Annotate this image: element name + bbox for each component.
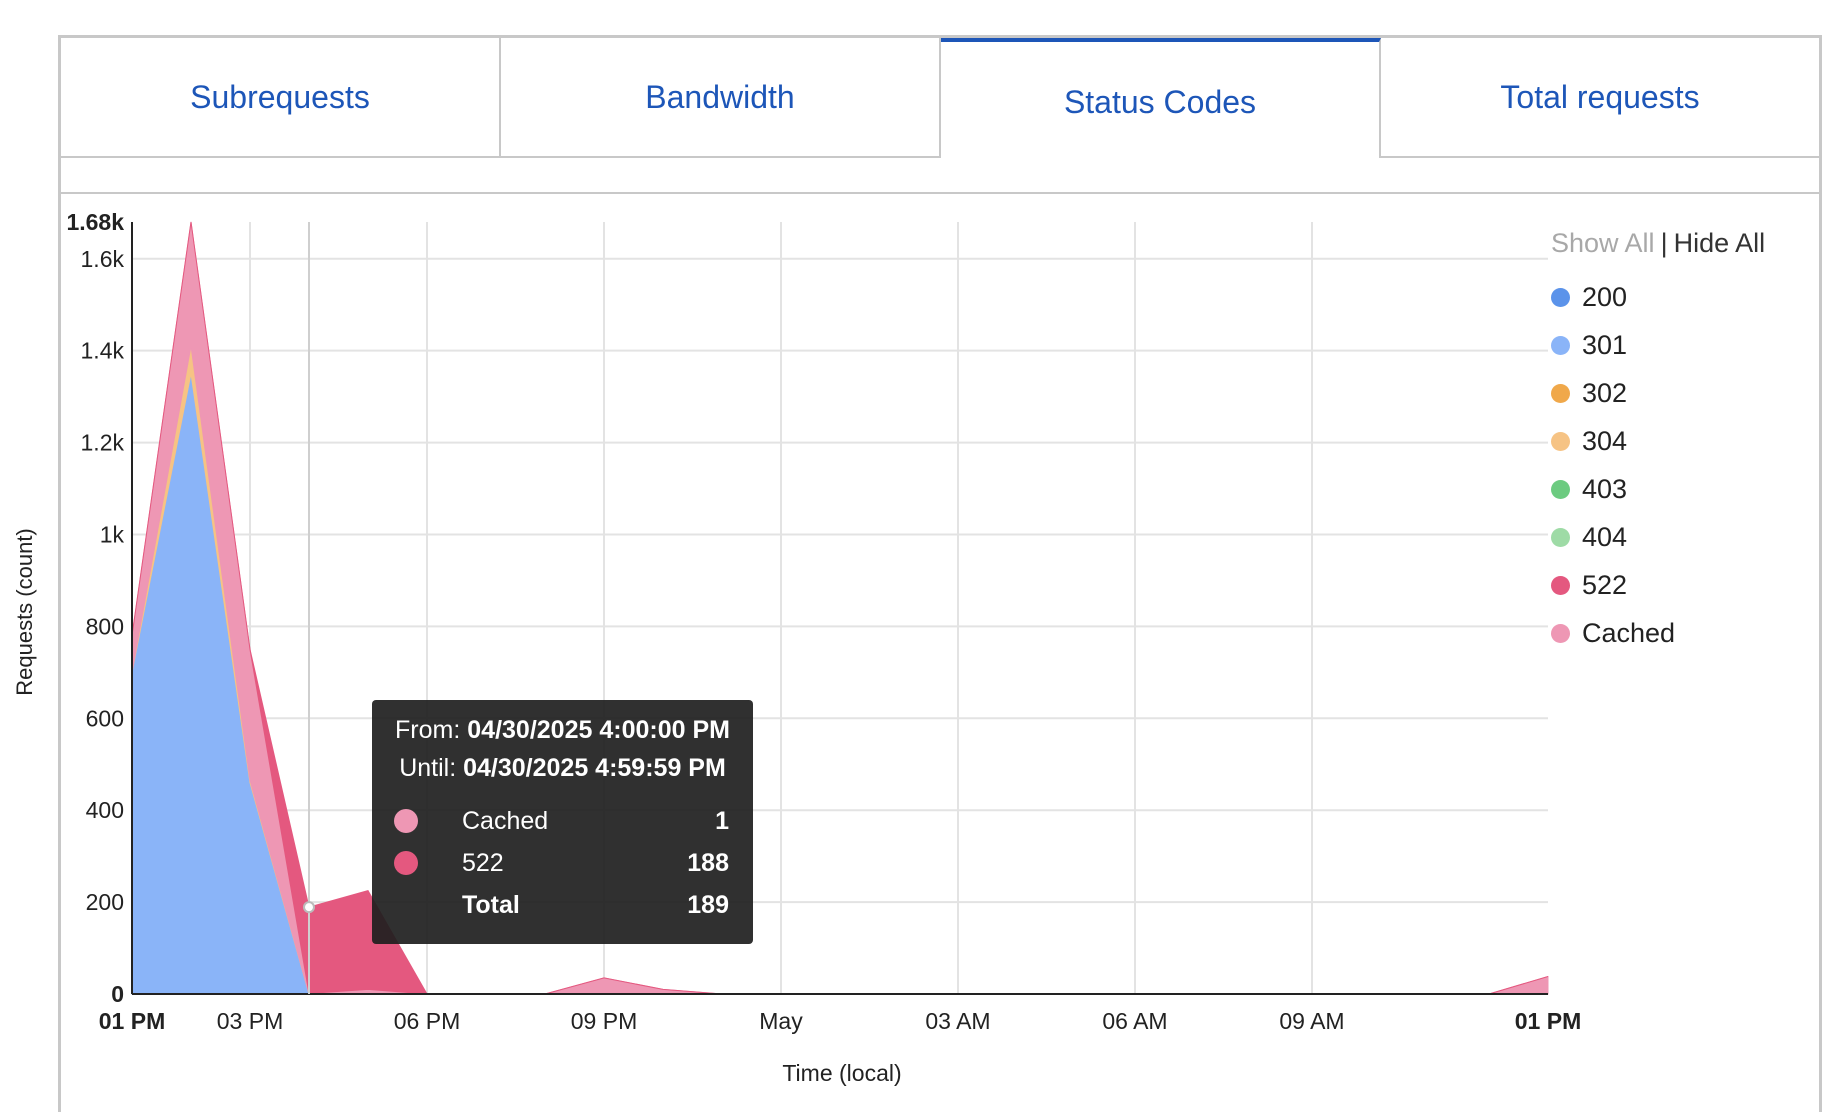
legend-dot-icon <box>1551 335 1570 355</box>
legend-item-403[interactable]: 403 <box>1551 465 1765 513</box>
y-tick-labels: 0 200 400 600 800 1k 1.2k 1.4k 1.6k 1.68k <box>66 209 124 1007</box>
chart-grid <box>132 222 1548 994</box>
legend-dot-icon <box>1551 431 1570 451</box>
tooltip-row-value: 188 <box>687 848 729 877</box>
x-axis-label: Time (local) <box>782 1060 902 1086</box>
legend-dot-icon <box>1551 383 1570 403</box>
legend-label: 301 <box>1582 329 1628 360</box>
tooltip-dot-icon <box>394 809 418 833</box>
tab-bandwidth[interactable]: Bandwidth <box>501 38 941 158</box>
legend-dot-icon <box>1551 575 1570 595</box>
legend-label: 200 <box>1582 281 1628 312</box>
tooltip-dot-icon <box>394 851 418 875</box>
legend-item-304[interactable]: 304 <box>1551 417 1765 465</box>
y-tick-label: 1.2k <box>81 430 125 456</box>
legend-label: 302 <box>1582 377 1628 408</box>
x-tick-label: 03 PM <box>217 1008 283 1034</box>
tab-total-requests[interactable]: Total requests <box>1381 38 1819 158</box>
area-series-cached <box>131 221 1549 995</box>
chart-legend: Show All | Hide All 200 301 302 304 403 40… <box>1551 228 1765 657</box>
y-max-label: 1.68k <box>66 209 124 235</box>
tab-bar: Subrequests Bandwidth Status Codes Total… <box>61 38 1819 158</box>
tooltip-until-label: Until: <box>399 754 457 782</box>
chart-areas <box>131 221 1549 995</box>
legend-label: 522 <box>1582 569 1628 600</box>
status-codes-panel: Subrequests Bandwidth Status Codes Total… <box>58 35 1822 1112</box>
tooltip-total-label: Total <box>462 890 520 919</box>
y-tick-label: 800 <box>86 613 124 639</box>
legend-item-522[interactable]: 522 <box>1551 561 1765 609</box>
tooltip-row-value: 1 <box>715 806 729 835</box>
legend-label: 404 <box>1582 521 1628 552</box>
y-tick-label: 200 <box>86 889 124 915</box>
chart-tooltip: From: 04/30/2025 4:00:00 PM Until: 04/30… <box>372 700 753 944</box>
legend-item-404[interactable]: 404 <box>1551 513 1765 561</box>
legend-label: 403 <box>1582 473 1628 504</box>
legend-item-cached[interactable]: Cached <box>1551 609 1765 657</box>
tooltip-until-value: 04/30/2025 4:59:59 PM <box>463 754 726 782</box>
y-tick-label: 0 <box>111 981 124 1007</box>
x-tick-label: 06 AM <box>1102 1008 1167 1034</box>
tooltip-from: From: 04/30/2025 4:00:00 PM <box>372 716 753 745</box>
x-tick-labels: 01 PM 03 PM 06 PM 09 PM May 03 AM 06 AM 09 AM 01… <box>99 1008 1581 1034</box>
x-tick-label: 09 AM <box>1279 1008 1344 1034</box>
y-axis-label: Requests (count) <box>12 528 37 696</box>
tooltip-until: Until: 04/30/2025 4:59:59 PM <box>372 754 753 783</box>
y-tick-label: 1k <box>100 521 125 547</box>
legend-separator: | <box>1660 228 1668 258</box>
y-tick-label: 400 <box>86 797 124 823</box>
legend-item-301[interactable]: 301 <box>1551 321 1765 369</box>
legend-item-200[interactable]: 200 <box>1551 273 1765 321</box>
legend-dot-icon <box>1551 287 1570 307</box>
tooltip-row-522: 522 188 <box>394 843 729 883</box>
tooltip-row-total: Total 189 <box>394 885 729 925</box>
legend-label: Cached <box>1582 617 1676 648</box>
area-series-522 <box>131 221 1549 995</box>
legend-controls: Show All | Hide All <box>1551 228 1765 259</box>
x-tick-label: 01 PM <box>99 1008 165 1034</box>
y-tick-label: 1.6k <box>81 246 125 272</box>
tooltip-from-value: 04/30/2025 4:00:00 PM <box>467 716 730 744</box>
tab-subrequests[interactable]: Subrequests <box>61 38 501 158</box>
legend-dot-icon <box>1551 623 1570 643</box>
legend-dot-icon <box>1551 527 1570 547</box>
tooltip-from-label: From: <box>395 716 461 744</box>
x-tick-label: May <box>759 1008 803 1034</box>
show-all-link[interactable]: Show All <box>1551 228 1655 258</box>
tab-status-codes[interactable]: Status Codes <box>941 38 1381 158</box>
tooltip-row-label: 522 <box>462 848 504 877</box>
tooltip-row-cached: Cached 1 <box>394 801 729 841</box>
hide-all-link[interactable]: Hide All <box>1673 228 1766 258</box>
x-tick-label: 03 AM <box>925 1008 990 1034</box>
x-tick-label: 01 PM <box>1515 1008 1581 1034</box>
legend-label: 304 <box>1582 425 1628 456</box>
cursor-point <box>303 901 315 914</box>
chart-toolbar-strip <box>61 158 1819 194</box>
tooltip-row-label: Cached <box>462 806 549 835</box>
y-tick-label: 1.4k <box>81 338 125 364</box>
hover-cursor <box>303 222 315 994</box>
legend-dot-icon <box>1551 479 1570 499</box>
y-tick-label: 600 <box>86 705 124 731</box>
legend-item-302[interactable]: 302 <box>1551 369 1765 417</box>
chart-axes <box>131 222 1548 995</box>
tooltip-total-value: 189 <box>687 890 729 919</box>
x-tick-label: 06 PM <box>394 1008 460 1034</box>
x-tick-label: 09 PM <box>571 1008 637 1034</box>
